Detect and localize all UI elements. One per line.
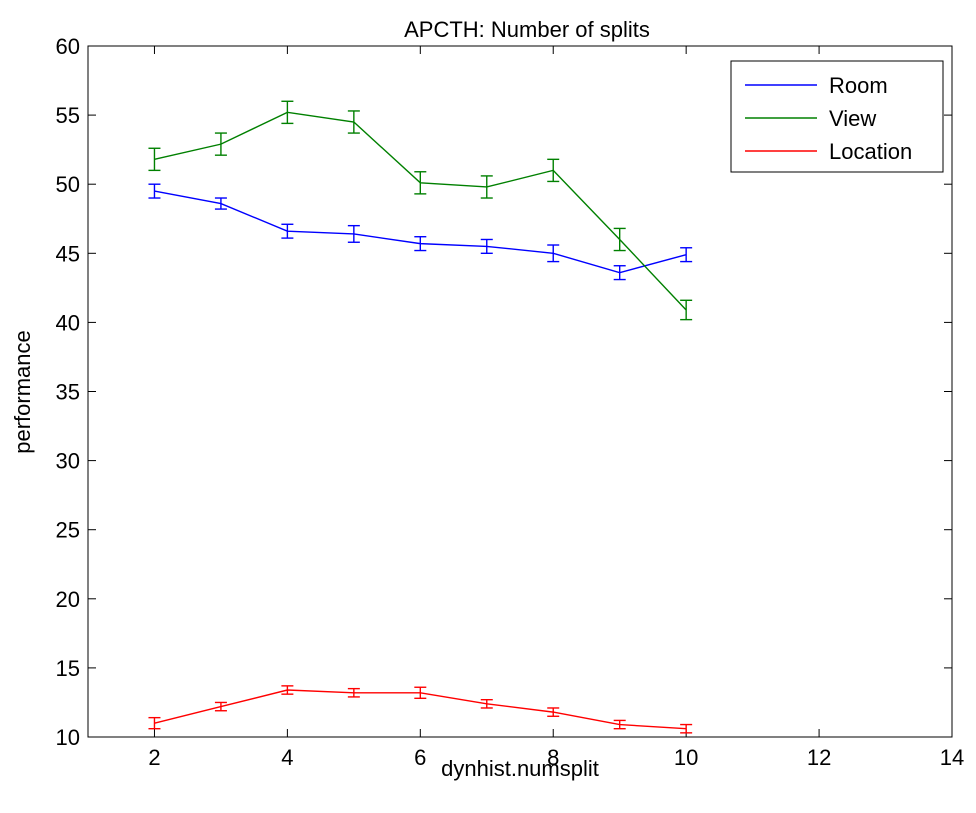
y-tick-label: 25 [56,518,80,543]
error-bar [613,265,626,281]
y-tick-label: 30 [56,449,80,474]
legend-item: Room [745,73,888,98]
x-tick-label: 12 [807,745,831,770]
x-tick-label: 8 [547,745,559,770]
y-tick-label: 55 [56,103,80,128]
legend-label: View [829,106,876,131]
legend-item: View [745,106,876,131]
error-bar [613,719,626,730]
error-bar [281,100,294,125]
y-tick-label: 60 [56,34,80,59]
x-tick-label: 2 [148,745,160,770]
error-bar [347,224,360,243]
error-bar [148,147,161,172]
error-bar [547,244,560,263]
error-bar [414,236,427,252]
x-tick-label: 6 [414,745,426,770]
y-tick-label: 40 [56,310,80,335]
legend-label: Room [829,73,888,98]
error-bar [547,158,560,183]
error-bar [480,175,493,199]
y-tick-label: 20 [56,587,80,612]
error-bar [613,227,626,252]
x-tick-label: 14 [940,745,964,770]
series-view [148,100,693,321]
error-bar [680,723,693,734]
x-axis-label: dynhist.numsplit [441,756,599,781]
legend-item: Location [745,139,912,164]
error-bar [347,687,360,698]
error-bar [480,698,493,709]
y-tick-label: 50 [56,172,80,197]
series-location [148,685,693,734]
error-bar [680,299,693,321]
error-bar [148,716,161,730]
x-tick-label: 10 [674,745,698,770]
chart-title: APCTH: Number of splits [404,17,650,42]
y-tick-label: 45 [56,241,80,266]
series-layer [148,100,693,734]
error-bar [148,183,161,199]
legend-box [730,60,944,173]
error-bar [547,707,560,717]
error-bar [414,686,427,700]
error-bar [347,110,360,134]
error-bar [414,171,427,195]
y-tick-label: 10 [56,725,80,750]
error-bar [214,132,227,156]
legend-label: Location [829,139,912,164]
error-bar [214,197,227,210]
x-tick-label: 4 [281,745,293,770]
error-bar [680,247,693,263]
y-tick-label: 35 [56,380,80,405]
error-bar [214,701,227,712]
legend: Room View Location [730,60,944,173]
error-bar [281,685,294,695]
axis-ticks: 2 4 6 8 10 12 14 10 15 20 25 30 35 40 45 50 55 60 [56,34,965,770]
series-room [148,183,693,281]
y-axis-label: performance [10,330,35,454]
error-bar [480,238,493,255]
error-bar [281,223,294,239]
y-tick-label: 15 [56,656,80,681]
